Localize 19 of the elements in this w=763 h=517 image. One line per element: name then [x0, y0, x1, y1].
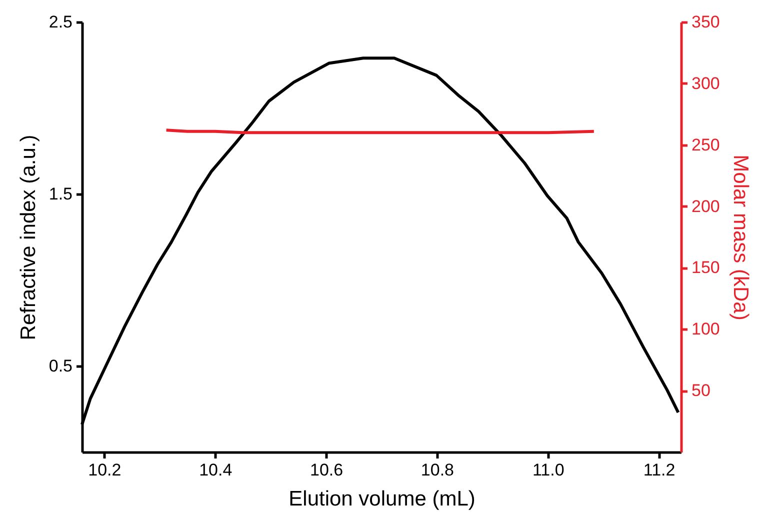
y2-tick-label: 350 [692, 12, 720, 32]
y2-axis-title: Molar mass (kDa) [728, 154, 752, 320]
x-tick-label: 10.8 [420, 460, 454, 480]
y-tick-label: 2.5 [48, 12, 72, 32]
x-axis-title: Elution volume (mL) [288, 488, 476, 510]
y2-tick-label: 50 [692, 381, 710, 400]
y-axis-title: Refractive index (a.u.) [16, 134, 40, 340]
y2-tick-label: 250 [692, 135, 720, 154]
x-tick-label: 10.4 [199, 460, 232, 480]
x-tick-label: 10.6 [310, 460, 344, 480]
x-tick-label: 11.2 [643, 460, 676, 480]
y2-tick-label: 150 [692, 258, 720, 278]
y2-tick-label: 100 [692, 320, 720, 339]
y-tick-label: 0.5 [48, 356, 72, 376]
x-tick-label: 10.2 [88, 460, 122, 480]
y2-tick-label: 300 [692, 74, 720, 93]
y-tick-label: 1.5 [48, 184, 72, 204]
y2-tick-label: 200 [692, 196, 720, 216]
x-tick-label: 11.0 [532, 460, 564, 480]
